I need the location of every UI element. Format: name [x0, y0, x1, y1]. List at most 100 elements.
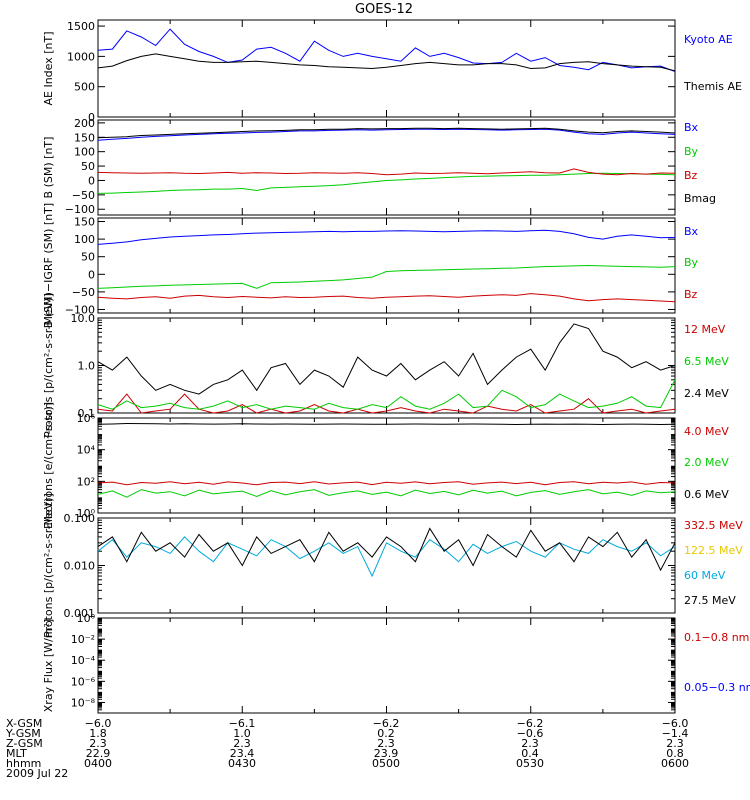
y-tick-label: 200: [74, 117, 95, 130]
legend-entry-0-6-mev: 0.6 MeV: [684, 488, 729, 501]
orbit-row-label: X-GSM: [6, 717, 42, 730]
orbit-value: −6.2: [517, 717, 544, 730]
series-line-bx: [97, 128, 676, 141]
orbit-value: 2.3: [233, 737, 251, 750]
series-line-27-5-mev: [97, 527, 676, 572]
panel-1: 0 500 1000 1500 AE Index [nT] Kyoto AE Themis …: [42, 19, 742, 124]
orbit-value: 0.8: [666, 747, 684, 760]
y-tick-label: 0: [88, 111, 95, 124]
series-line-12-mev: [97, 393, 676, 414]
legend-entry-12-mev: 12 MeV: [684, 323, 726, 336]
orbit-value: 0.2: [377, 727, 395, 740]
orbit-value: 22.9: [86, 747, 111, 760]
panel-frame: [97, 617, 676, 714]
y-tick-label: 100: [74, 146, 95, 159]
legend-entry-122-5-mev: 122.5 MeV: [684, 544, 743, 557]
series-line-4-0-mev: [97, 481, 676, 486]
figure-title: GOES-12: [355, 2, 413, 17]
orbit-value: 0430: [228, 757, 256, 770]
orbit-row-label: 2009 Jul 22: [6, 767, 68, 780]
legend-entry-332-5-mev: 332.5 MeV: [684, 519, 743, 532]
orbit-value: 0530: [516, 757, 544, 770]
y-axis-label: Protons [p/(cm²-s-sr-MeV)]: [42, 293, 55, 438]
y-tick-label: 10⁶: [77, 412, 96, 425]
legend-entry-bx: Bx: [684, 121, 699, 134]
y-tick-label: 10⁻⁴: [71, 654, 96, 667]
series-line-by: [97, 264, 676, 289]
legend-entry-2-0-mev: 2.0 MeV: [684, 456, 729, 469]
orbit-value: 0600: [661, 757, 689, 770]
y-tick-label: 0.010: [64, 560, 96, 573]
orbit-value: −6.1: [229, 717, 256, 730]
orbit-value: 2.3: [89, 737, 107, 750]
series-line-kyoto-ae: [97, 28, 676, 72]
panel-frame: [97, 517, 676, 614]
y-tick-label: 0: [88, 268, 95, 281]
orbit-value: −1.4: [662, 727, 689, 740]
series-line-6-5-mev: [97, 379, 676, 410]
y-axis-label: B (SM) [nT]: [42, 137, 55, 199]
orbit-value: 0400: [84, 757, 112, 770]
y-tick-label: 1000: [67, 50, 95, 63]
legend-entry-by: By: [684, 145, 699, 158]
orbit-value: 2.3: [521, 737, 539, 750]
orbit-value: 23.9: [374, 747, 399, 760]
orbit-value: 23.4: [230, 747, 255, 760]
y-tick-label: 150: [74, 216, 95, 229]
panel-7: 10⁻⁸ 10⁻⁶ 10⁻⁴ 10⁻² 10⁰ Xray Flux [W/m²] 0.1−0…: [42, 612, 750, 714]
orbit-row-label: Z-GSM: [6, 737, 43, 750]
y-tick-label: 10⁻⁶: [71, 675, 96, 688]
panel-5: 10⁰ 10² 10⁴ 10⁶ Electrons [e/(cm²-s-sr)] 4.0 …: [42, 402, 729, 529]
y-tick-label: 50: [81, 251, 95, 264]
series-line-0-6-mev: [97, 422, 676, 426]
y-tick-label: 150: [74, 131, 95, 144]
series-line-2-4-mev: [97, 323, 676, 395]
y-tick-label: 10⁻⁸: [71, 696, 96, 709]
y-tick-label: −100: [65, 203, 95, 216]
legend-entry-themis-ae: Themis AE: [683, 80, 742, 93]
series-line-2-0-mev: [97, 489, 676, 498]
series-line-themis-ae: [97, 53, 676, 72]
orbit-value: −6.2: [373, 717, 400, 730]
panel-6: 0.001 0.010 0.100 Protons [p/(cm²-s-sr-MeV)…: [42, 493, 743, 638]
series-line-bz: [97, 168, 676, 176]
y-tick-label: −50: [72, 286, 95, 299]
orbit-value: 0500: [372, 757, 400, 770]
panel-frame: [97, 417, 676, 514]
y-tick-label: 10²: [77, 475, 95, 488]
legend-entry-bx: Bx: [684, 225, 699, 238]
legend-entry-27-5-mev: 27.5 MeV: [684, 594, 736, 607]
orbit-row-label: Y-GSM: [5, 727, 41, 740]
orbit-value: 0.4: [521, 747, 539, 760]
y-tick-label: 500: [74, 81, 95, 94]
orbit-value: 2.3: [377, 737, 395, 750]
orbit-value: −0.6: [517, 727, 544, 740]
y-tick-label: 0: [88, 174, 95, 187]
orbit-value: 1.0: [233, 727, 251, 740]
legend-entry-0-05-0-3-nm: 0.05−0.3 nm: [684, 681, 750, 694]
series-line-bmag: [97, 127, 676, 139]
y-tick-label: −50: [72, 189, 95, 202]
panel-4: 0.1 1.0 10.0 Protons [p/(cm²-s-sr-MeV)] 12 M…: [42, 293, 729, 438]
y-axis-label: Protons [p/(cm²-s-sr-MeV)]: [42, 493, 55, 638]
y-tick-label: 1500: [67, 20, 95, 33]
y-axis-label: Xray Flux [W/m²]: [42, 619, 55, 712]
orbit-row-label: hhmm: [6, 757, 41, 770]
legend-entry-2-4-mev: 2.4 MeV: [684, 387, 729, 400]
y-tick-label: 50: [81, 160, 95, 173]
panel-3: −100 −50 0 50 100 150 B (SM)−IGRF (SM) [nT] Bx B…: [42, 203, 699, 328]
legend-entry-by: By: [684, 256, 699, 269]
y-tick-label: 10⁴: [77, 444, 96, 457]
orbit-row-label: MLT: [6, 747, 27, 760]
legend-entry-bmag: Bmag: [684, 192, 716, 205]
series-line-by: [97, 172, 676, 194]
y-axis-label: B (SM)−IGRF (SM) [nT]: [42, 203, 55, 328]
orbit-value: 2.3: [666, 737, 684, 750]
orbit-value: −6.0: [662, 717, 689, 730]
y-axis-label: AE Index [nT]: [42, 31, 55, 105]
series-line-60-mev: [97, 536, 676, 578]
y-tick-label: 0.100: [64, 512, 96, 525]
